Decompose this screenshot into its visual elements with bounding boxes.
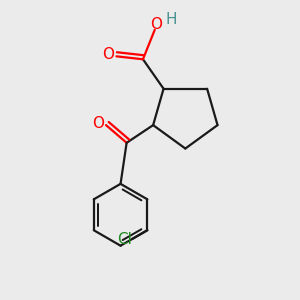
- Text: O: O: [92, 116, 104, 131]
- Text: H: H: [165, 12, 177, 27]
- Text: O: O: [102, 47, 114, 62]
- Text: Cl: Cl: [117, 232, 132, 247]
- Text: O: O: [150, 17, 162, 32]
